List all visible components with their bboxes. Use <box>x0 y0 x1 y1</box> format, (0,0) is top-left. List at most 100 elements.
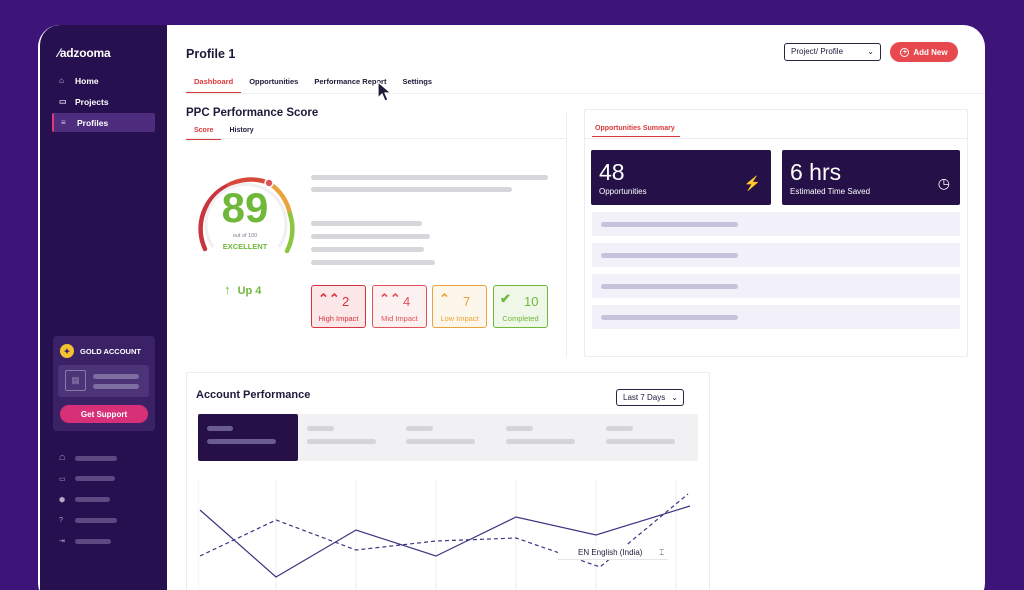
gold-account-title: GOLD ACCOUNT <box>80 346 141 356</box>
time-saved-value: 6 hrs <box>790 159 842 185</box>
impact-card-high[interactable]: ⌃⌃ 2 High Impact <box>311 285 366 328</box>
impact-count: 2 <box>342 294 350 309</box>
get-support-button[interactable]: Get Support <box>60 405 148 423</box>
ppc-subtabs: Score History <box>186 124 262 140</box>
metric-tab[interactable] <box>198 414 298 461</box>
list-icon: ≡ <box>61 118 66 127</box>
tab-settings[interactable]: Settings <box>402 77 433 86</box>
placeholder-line <box>606 439 675 444</box>
opportunities-summary-panel <box>584 109 968 357</box>
sidebar-link[interactable]: ▭ <box>59 474 117 484</box>
opportunity-row[interactable] <box>592 274 960 298</box>
opportunity-row[interactable] <box>592 305 960 329</box>
opportunities-divider <box>584 138 968 139</box>
help-icon: ? <box>59 516 63 524</box>
sidebar-link[interactable]: ? <box>59 515 117 525</box>
plus-icon: + <box>900 47 910 57</box>
logo-mark-icon: ⁄ <box>58 46 60 60</box>
logo[interactable]: ⁄adzooma <box>58 46 111 60</box>
bug-icon: ☖ <box>59 455 66 462</box>
app-window: ⁄adzooma ⌂ Home ▭ Projects ≡ Profiles ✦ … <box>38 25 985 590</box>
double-chevron-up-icon: ⌃⌃ <box>318 291 340 306</box>
gold-account-card: ✦ GOLD ACCOUNT ▦ Get Support <box>53 336 155 431</box>
sidebar-item-label: Profiles <box>77 117 109 128</box>
chevron-down-icon: ⌄ <box>671 393 678 402</box>
tab-history[interactable]: History <box>229 127 254 134</box>
placeholder-line <box>307 439 376 444</box>
add-new-button[interactable]: + Add New <box>890 42 958 62</box>
impact-label: High Impact <box>318 314 359 323</box>
tabs-divider <box>186 93 985 94</box>
tab-opportunities[interactable]: Opportunities <box>249 77 299 86</box>
tab-performance-report[interactable]: Performance Report <box>314 77 387 86</box>
page-title: Profile 1 <box>186 47 236 61</box>
opportunity-row[interactable] <box>592 243 960 267</box>
opportunity-row[interactable] <box>592 212 960 236</box>
expand-icon: ⌶ <box>659 548 664 557</box>
impact-card-low[interactable]: ⌃ 7 Low Impact <box>432 285 487 328</box>
score-trend: ↑ Up 4 <box>224 282 261 297</box>
placeholder-line <box>311 234 430 239</box>
chevron-up-icon: ⌃ <box>439 291 450 306</box>
placeholder-line <box>75 476 115 482</box>
time-saved-caption: Estimated Time Saved <box>790 187 871 196</box>
impact-count: 10 <box>524 294 539 309</box>
account-performance-title: Account Performance <box>196 389 311 401</box>
placeholder-line <box>311 175 548 180</box>
chart-series-dashed <box>199 493 689 568</box>
rocket-icon: ✦ <box>60 344 74 358</box>
score-gauge <box>198 177 295 254</box>
sidebar-link[interactable]: ⇥ <box>59 536 117 546</box>
sidebar-item-home[interactable]: ⌂ Home <box>52 71 155 90</box>
placeholder-line <box>601 315 738 320</box>
placeholder-line <box>311 247 424 252</box>
lightning-icon: ⚡ <box>743 175 761 191</box>
impact-card-mid[interactable]: ⌃⌃ 4 Mid Impact <box>372 285 427 328</box>
time-saved-stat-card[interactable]: 6 hrs Estimated Time Saved ◷ <box>782 150 960 205</box>
calendar-icon: ▦ <box>65 370 86 391</box>
placeholder-line <box>506 426 533 431</box>
impact-card-completed[interactable]: ✔ 10 Completed <box>493 285 548 328</box>
placeholder-line <box>311 187 512 192</box>
impact-count: 4 <box>403 294 411 309</box>
impact-label: Mid Impact <box>381 314 418 323</box>
placeholder-line <box>75 538 111 544</box>
placeholder-line <box>406 439 475 444</box>
language-selector[interactable]: EN English (India) ⌶ <box>558 545 668 560</box>
placeholder-line <box>93 374 139 379</box>
account-performance-chart <box>198 480 691 590</box>
placeholder-line <box>606 426 633 431</box>
add-new-label: Add New <box>913 47 948 57</box>
opportunities-caption: Opportunities <box>599 187 647 196</box>
sidebar-link[interactable]: ☖ <box>59 453 117 463</box>
sidebar-link[interactable]: ⬢ <box>59 495 117 505</box>
sidebar-item-profiles[interactable]: ≡ Profiles <box>52 113 155 132</box>
tab-opportunities-summary[interactable]: Opportunities Summary <box>592 125 680 137</box>
section-divider <box>566 111 567 357</box>
sidebar-nav: ⌂ Home ▭ Projects ≡ Profiles <box>52 71 155 134</box>
account-performance-panel <box>186 372 710 590</box>
date-range-select[interactable]: Last 7 Days ⌄ <box>616 389 684 406</box>
project-profile-select[interactable]: Project/ Profile ⌄ <box>784 43 881 61</box>
impact-count: 7 <box>463 294 471 309</box>
subtabs-divider <box>186 138 567 139</box>
placeholder-line <box>601 222 738 227</box>
checkmark-icon: ✔ <box>500 291 511 306</box>
arrow-up-icon: ↑ <box>224 282 231 297</box>
gold-account-header: ✦ GOLD ACCOUNT <box>60 344 141 358</box>
opportunities-stat-card[interactable]: 48 Opportunities ⚡ <box>591 150 771 205</box>
placeholder-line <box>307 426 334 431</box>
placeholder-line <box>75 517 117 523</box>
sidebar-item-label: Projects <box>75 96 109 107</box>
tab-dashboard[interactable]: Dashboard <box>186 73 242 93</box>
placeholder-line <box>506 439 575 444</box>
placeholder-line <box>75 455 117 461</box>
double-chevron-up-icon: ⌃⌃ <box>379 291 401 306</box>
sidebar: ⁄adzooma ⌂ Home ▭ Projects ≡ Profiles ✦ … <box>40 25 167 590</box>
placeholder-line <box>93 384 139 389</box>
impact-label: Low Impact <box>440 314 479 323</box>
placeholder-line <box>601 284 738 289</box>
language-label: EN English (India) <box>578 548 643 557</box>
tab-score[interactable]: Score <box>186 124 222 140</box>
sidebar-item-projects[interactable]: ▭ Projects <box>52 92 155 111</box>
